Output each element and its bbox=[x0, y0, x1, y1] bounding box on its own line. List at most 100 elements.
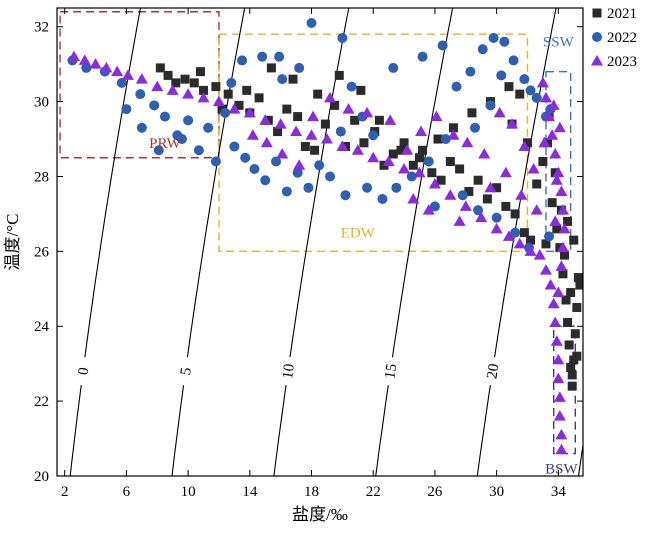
data-point-2022 bbox=[160, 112, 170, 122]
data-point-2022 bbox=[260, 175, 270, 185]
data-point-2022 bbox=[274, 52, 284, 62]
data-point-2022 bbox=[388, 63, 398, 73]
data-point-2022 bbox=[362, 183, 372, 193]
data-point-2022 bbox=[496, 70, 506, 80]
x-tick-label: 2 bbox=[61, 484, 69, 500]
data-point-2021 bbox=[313, 90, 322, 99]
data-point-2023 bbox=[537, 77, 549, 88]
data-point-2023 bbox=[540, 264, 552, 275]
isopycnal-label-15: 15 bbox=[382, 363, 400, 380]
data-point-2023 bbox=[261, 137, 273, 148]
data-point-2021 bbox=[301, 142, 310, 151]
data-point-2022 bbox=[282, 186, 292, 196]
data-point-2023 bbox=[549, 316, 561, 327]
data-point-2022 bbox=[135, 89, 145, 99]
data-point-2023 bbox=[555, 260, 567, 271]
y-tick-label: 28 bbox=[34, 169, 49, 185]
data-point-2021 bbox=[566, 288, 575, 297]
data-point-2023 bbox=[545, 279, 557, 290]
data-point-2021 bbox=[568, 382, 577, 391]
data-point-2021 bbox=[242, 86, 251, 95]
isopycnal-label-20: 20 bbox=[484, 363, 502, 380]
x-tick-label: 18 bbox=[304, 484, 319, 500]
data-point-2022 bbox=[347, 82, 357, 92]
x-axis-title: 盐度/‰ bbox=[292, 505, 348, 524]
x-tick-label: 6 bbox=[123, 484, 131, 500]
x-tick-label: 14 bbox=[242, 484, 258, 500]
data-point-2021 bbox=[504, 82, 513, 91]
data-point-2023 bbox=[531, 204, 543, 215]
data-point-2022 bbox=[418, 52, 428, 62]
water-mass-label-edw: EDW bbox=[341, 226, 376, 242]
data-point-2023 bbox=[555, 185, 567, 196]
data-point-2021 bbox=[415, 153, 424, 162]
data-point-2023 bbox=[398, 163, 410, 174]
y-tick-label: 22 bbox=[34, 394, 49, 410]
legend-marker-2021 bbox=[593, 9, 602, 18]
data-point-2021 bbox=[483, 194, 492, 203]
data-point-2023 bbox=[461, 137, 473, 148]
data-point-2022 bbox=[424, 157, 434, 167]
data-point-2021 bbox=[568, 370, 577, 379]
data-point-2023 bbox=[247, 129, 259, 140]
data-point-2023 bbox=[500, 167, 512, 178]
legend-marker-2023 bbox=[591, 55, 603, 66]
isopycnal-label-10: 10 bbox=[280, 363, 298, 380]
data-point-2021 bbox=[446, 157, 455, 166]
data-point-2022 bbox=[377, 194, 387, 204]
data-point-2022 bbox=[492, 213, 502, 223]
data-point-2023 bbox=[551, 335, 563, 346]
data-point-2023 bbox=[554, 410, 566, 421]
x-tick-label: 26 bbox=[427, 484, 443, 500]
data-point-2021 bbox=[467, 108, 476, 117]
data-point-2022 bbox=[277, 74, 287, 84]
data-point-2021 bbox=[211, 82, 220, 91]
data-point-2021 bbox=[572, 352, 581, 361]
data-point-2022 bbox=[470, 123, 480, 133]
data-point-2023 bbox=[528, 163, 540, 174]
data-point-2022 bbox=[485, 100, 495, 110]
data-point-2022 bbox=[183, 115, 193, 125]
data-point-2021 bbox=[501, 202, 510, 211]
water-mass-label-bsw: BSW bbox=[545, 462, 578, 478]
data-point-2022 bbox=[499, 37, 509, 47]
data-point-2022 bbox=[391, 183, 401, 193]
data-point-2023 bbox=[515, 189, 527, 200]
data-point-2021 bbox=[224, 90, 233, 99]
isopycnal-line-15 bbox=[376, 8, 453, 476]
data-point-2023 bbox=[549, 148, 561, 159]
data-point-2021 bbox=[359, 138, 368, 147]
data-point-2022 bbox=[249, 164, 259, 174]
data-point-2022 bbox=[257, 52, 267, 62]
y-axis-title: 温度/°C bbox=[3, 214, 22, 271]
data-point-2022 bbox=[226, 78, 236, 88]
data-point-2022 bbox=[336, 127, 346, 137]
data-point-2021 bbox=[548, 198, 557, 207]
data-point-2022 bbox=[544, 231, 554, 241]
data-point-2023 bbox=[548, 298, 560, 309]
data-point-2022 bbox=[337, 33, 347, 43]
data-point-2021 bbox=[255, 93, 264, 102]
x-tick-label: 22 bbox=[366, 484, 381, 500]
data-point-2021 bbox=[375, 116, 384, 125]
data-point-2023 bbox=[343, 103, 355, 114]
data-point-2023 bbox=[151, 81, 163, 92]
data-point-2022 bbox=[458, 190, 468, 200]
data-point-2023 bbox=[307, 111, 319, 122]
data-point-2021 bbox=[190, 78, 199, 87]
x-tick-label: 30 bbox=[489, 484, 504, 500]
data-point-2022 bbox=[294, 63, 304, 73]
data-point-2023 bbox=[444, 189, 456, 200]
legend-label-2022: 2022 bbox=[607, 30, 637, 46]
data-point-2023 bbox=[324, 92, 336, 103]
data-point-2022 bbox=[489, 33, 499, 43]
x-tick-label: 34 bbox=[551, 484, 567, 500]
data-point-2022 bbox=[229, 142, 239, 152]
y-tick-label: 24 bbox=[34, 319, 50, 335]
data-point-2021 bbox=[511, 209, 520, 218]
data-point-2023 bbox=[306, 129, 318, 140]
data-point-2022 bbox=[194, 145, 204, 155]
